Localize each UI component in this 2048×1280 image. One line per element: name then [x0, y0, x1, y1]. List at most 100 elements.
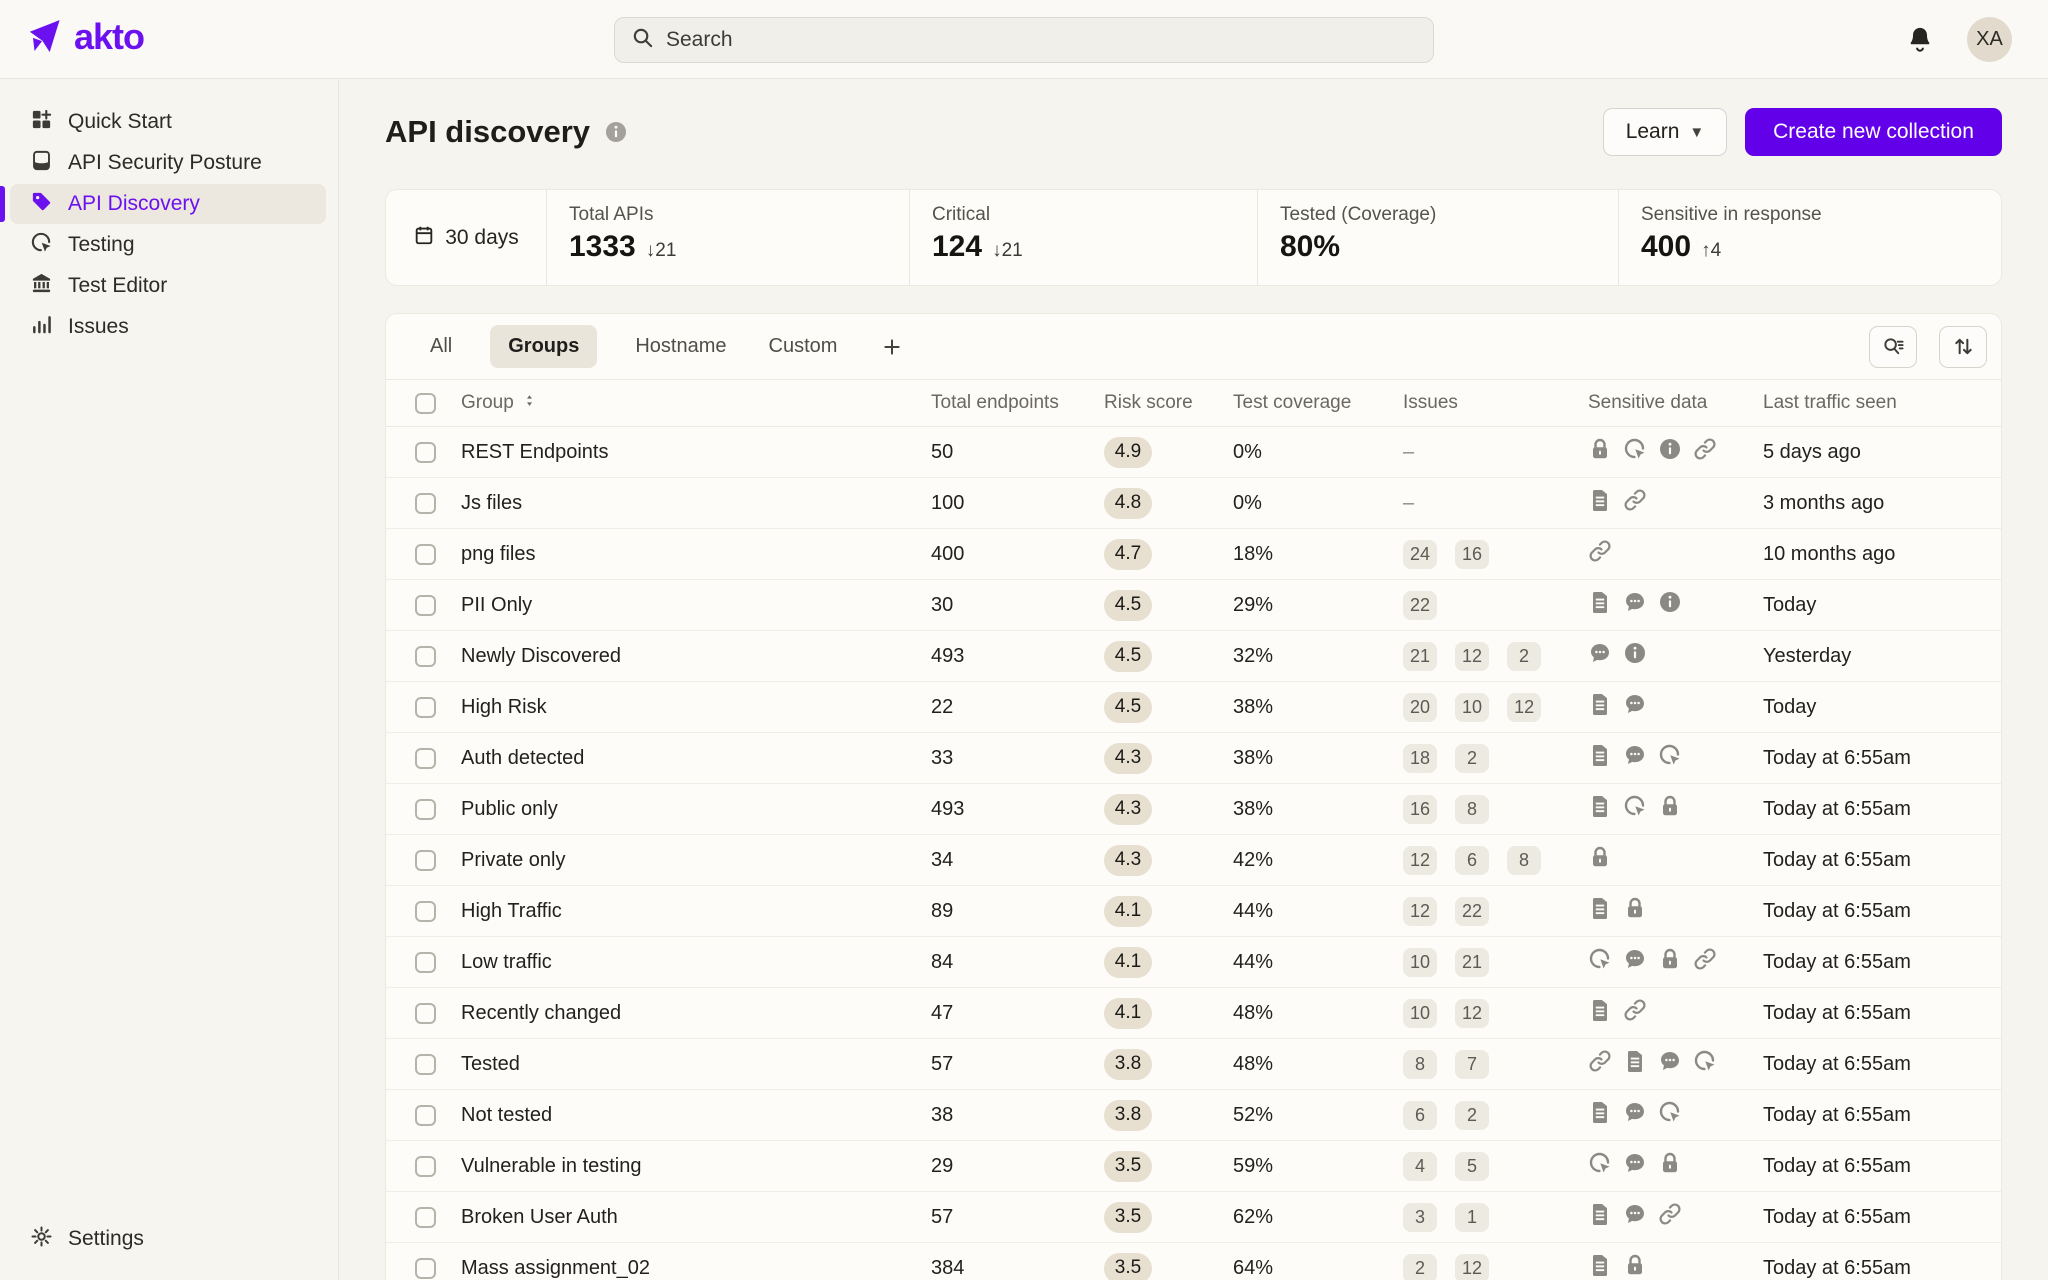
row-checkbox[interactable] [415, 696, 436, 718]
row-checkbox[interactable] [415, 1053, 436, 1075]
sidebar-item-api-security-posture[interactable]: API Security Posture [10, 143, 326, 183]
add-tab-button[interactable] [875, 330, 909, 364]
group-name[interactable]: Broken User Auth [461, 1205, 618, 1228]
row-checkbox[interactable] [415, 798, 436, 820]
table-row[interactable]: Low traffic 84 4.1 44% 10 21 Today at 6:55am [386, 937, 2001, 988]
sidebar-item-settings[interactable]: Settings [10, 1219, 326, 1259]
issues-cell: 18 2 [1403, 743, 1588, 773]
column-header-group[interactable]: Group [461, 392, 931, 414]
group-name[interactable]: Not tested [461, 1103, 553, 1126]
group-name[interactable]: png files [461, 542, 536, 565]
tab-custom[interactable]: Custom [768, 335, 838, 357]
search-input[interactable] [666, 28, 1417, 52]
header-actions: Learn ▼ Create new collection [1603, 108, 2002, 156]
group-name[interactable]: Js files [461, 491, 523, 514]
row-checkbox[interactable] [415, 1002, 436, 1024]
select-all-checkbox[interactable] [415, 392, 436, 414]
table-row[interactable]: Js files 100 4.8 0% – 3 months ago [386, 478, 2001, 529]
group-name[interactable]: Auth detected [461, 746, 585, 769]
row-checkbox[interactable] [415, 900, 436, 922]
sensitive-data-cell [1588, 1100, 1763, 1130]
group-name[interactable]: REST Endpoints [461, 440, 609, 463]
total-endpoints: 33 [931, 746, 954, 769]
sidebar-item-label: Settings [68, 1227, 144, 1250]
avatar[interactable]: XA [1967, 17, 2012, 62]
global-search[interactable] [614, 17, 1434, 63]
metric-label: Total APIs [569, 204, 654, 225]
sidebar-item-quick-start[interactable]: Quick Start [10, 102, 326, 142]
table-row[interactable]: REST Endpoints 50 4.9 0% – 5 days ago [386, 427, 2001, 478]
row-checkbox[interactable] [415, 492, 436, 514]
sidebar-item-api-discovery[interactable]: API Discovery [0, 184, 326, 224]
total-endpoints: 57 [931, 1052, 954, 1075]
group-name[interactable]: Newly Discovered [461, 644, 622, 667]
row-checkbox[interactable] [415, 543, 436, 565]
row-checkbox[interactable] [415, 1155, 436, 1177]
group-name[interactable]: Mass assignment_02 [461, 1256, 650, 1279]
sort-button[interactable] [1939, 325, 1987, 368]
group-name[interactable]: Low traffic [461, 950, 552, 973]
row-checkbox[interactable] [415, 645, 436, 667]
cursor-icon [1588, 1151, 1612, 1181]
table-row[interactable]: Not tested 38 3.8 52% 6 2 Today at 6:55am [386, 1090, 2001, 1141]
chat-icon [1623, 1100, 1647, 1130]
table-row[interactable]: Recently changed 47 4.1 48% 10 12 Today at 6:5… [386, 988, 2001, 1039]
sidebar-item-testing[interactable]: Testing [10, 225, 326, 265]
group-name[interactable]: Private only [461, 848, 566, 871]
issue-count-badge: 21 [1403, 641, 1438, 671]
info-icon[interactable] [604, 120, 628, 144]
tab-hostname[interactable]: Hostname [635, 335, 727, 357]
table-row[interactable]: High Traffic 89 4.1 44% 12 22 Today at 6:55am [386, 886, 2001, 937]
info-icon [1658, 590, 1682, 620]
cursor-icon [1588, 947, 1612, 977]
row-checkbox[interactable] [415, 747, 436, 769]
row-checkbox[interactable] [415, 1206, 436, 1228]
learn-button[interactable]: Learn ▼ [1603, 108, 1727, 156]
create-new-collection-button[interactable]: Create new collection [1745, 108, 2002, 156]
date-range-selector[interactable]: 30 days [386, 190, 546, 285]
group-name[interactable]: PII Only [461, 593, 533, 616]
metric-label: Critical [932, 204, 991, 225]
table-row[interactable]: Auth detected 33 4.3 38% 18 2 Today at 6:55am [386, 733, 2001, 784]
test-coverage: 32% [1233, 644, 1274, 667]
table-row[interactable]: Public only 493 4.3 38% 16 8 Today at 6:55am [386, 784, 2001, 835]
test-coverage: 0% [1233, 491, 1262, 514]
row-checkbox[interactable] [415, 594, 436, 616]
table-row[interactable]: Tested 57 3.8 48% 8 7 Today at 6:55am [386, 1039, 2001, 1090]
table-row[interactable]: Broken User Auth 57 3.5 62% 3 1 Today at 6:55a… [386, 1192, 2001, 1243]
row-checkbox[interactable] [415, 849, 436, 871]
row-checkbox[interactable] [415, 951, 436, 973]
row-checkbox[interactable] [415, 441, 436, 463]
table-row[interactable]: Private only 34 4.3 42% 12 6 8 Today at 6:55am [386, 835, 2001, 886]
last-traffic-seen: Today at 6:55am [1763, 797, 1911, 820]
lock-icon [1588, 437, 1612, 467]
sidebar-item-test-editor[interactable]: Test Editor [10, 266, 326, 306]
sidebar-item-issues[interactable]: Issues [10, 307, 326, 347]
group-name[interactable]: Public only [461, 797, 558, 820]
group-name[interactable]: High Risk [461, 695, 547, 718]
group-name[interactable]: High Traffic [461, 899, 562, 922]
sensitive-data-cell [1588, 1151, 1763, 1181]
tab-groups[interactable]: Groups [490, 325, 598, 368]
metric-delta: ↑4 [1701, 240, 1722, 261]
cursor-icon [1623, 794, 1647, 824]
table-row[interactable]: Vulnerable in testing 29 3.5 59% 4 5 Today at … [386, 1141, 2001, 1192]
tab-all[interactable]: All [430, 335, 453, 357]
total-endpoints: 493 [931, 797, 965, 820]
group-name[interactable]: Tested [461, 1052, 520, 1075]
group-name[interactable]: Vulnerable in testing [461, 1154, 642, 1177]
row-checkbox[interactable] [415, 1257, 436, 1279]
table-row[interactable]: High Risk 22 4.5 38% 20 10 12 Today [386, 682, 2001, 733]
issue-count-badge: 8 [1507, 845, 1542, 875]
risk-score-badge: 4.5 [1104, 640, 1152, 672]
table-row[interactable]: PII Only 30 4.5 29% 22 Today [386, 580, 2001, 631]
group-name[interactable]: Recently changed [461, 1001, 622, 1024]
row-checkbox[interactable] [415, 1104, 436, 1126]
table-row[interactable]: Newly Discovered 493 4.5 32% 21 12 2 Yesterday [386, 631, 2001, 682]
notifications-button[interactable] [1904, 24, 1936, 56]
table-row[interactable]: png files 400 4.7 18% 24 16 10 months ago [386, 529, 2001, 580]
akto-logo[interactable]: akto [24, 16, 145, 58]
risk-score-badge: 4.1 [1104, 946, 1152, 978]
table-row[interactable]: Mass assignment_02 384 3.5 64% 2 12 Today at 6… [386, 1243, 2001, 1280]
search-filter-button[interactable] [1869, 325, 1917, 368]
